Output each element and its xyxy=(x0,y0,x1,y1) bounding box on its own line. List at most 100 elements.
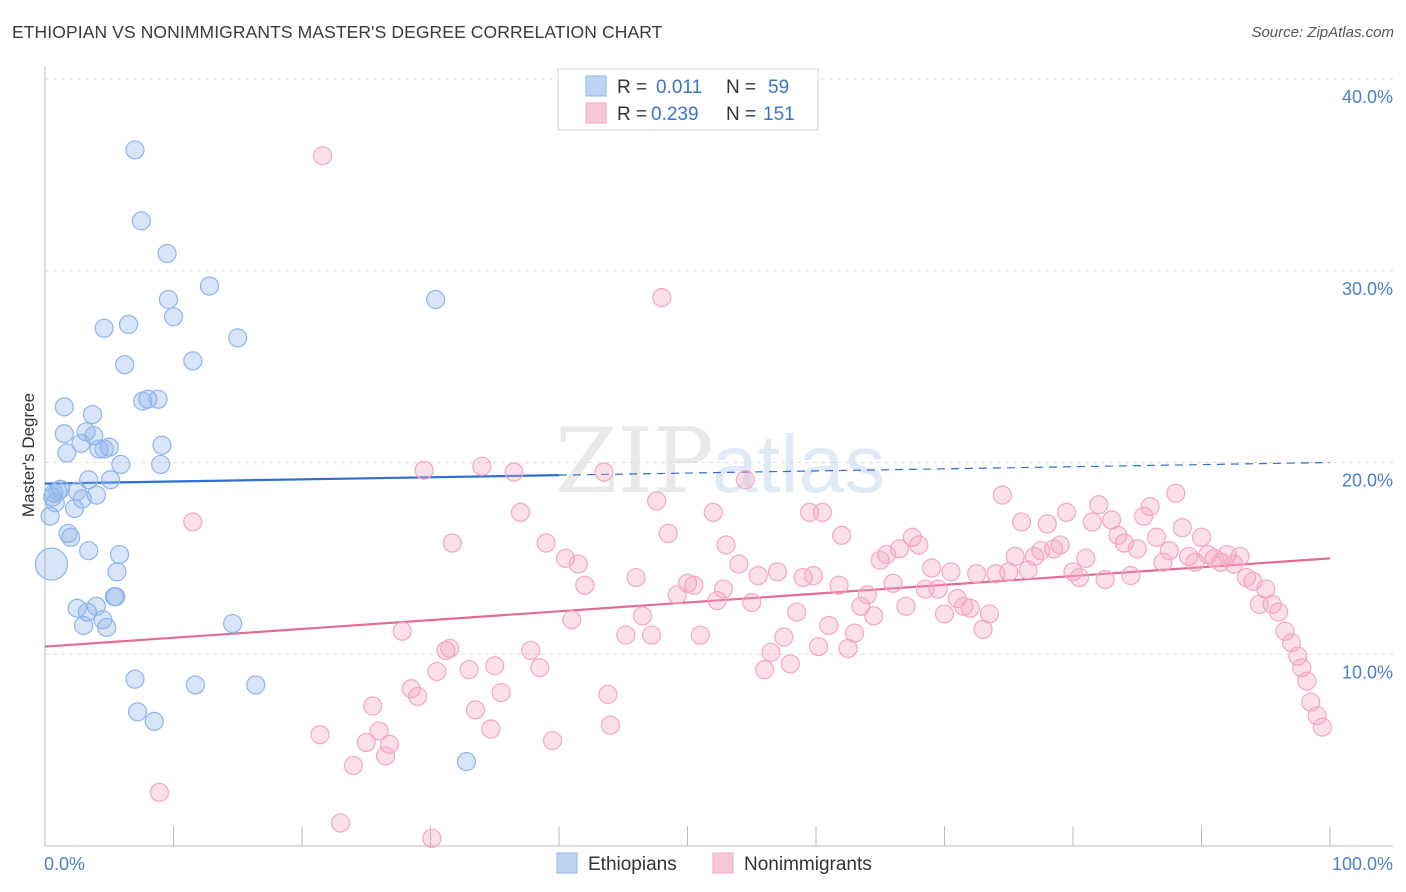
ethiopians-point-56 xyxy=(223,613,243,634)
nonimmigrants-point-58 xyxy=(754,659,775,680)
nonimmigrants-point-49 xyxy=(690,625,710,645)
ethiopians-point-6 xyxy=(50,479,71,499)
nonimmigrants-point-83 xyxy=(909,535,929,555)
ethiopians-trend-line xyxy=(44,474,560,485)
nonimmigrants-point-51 xyxy=(707,590,727,611)
nonimmigrants-point-71 xyxy=(832,525,852,545)
nonimmigrants-point-144 xyxy=(1297,671,1317,691)
ethiopians-point-42 xyxy=(127,702,148,722)
ethiopians-point-28 xyxy=(94,318,114,338)
ethiopians-point-16 xyxy=(72,489,92,509)
nonimmigrants-point-59 xyxy=(761,642,781,662)
ethiopians-point-39 xyxy=(118,314,139,335)
nonimmigrants-point-68 xyxy=(812,502,833,522)
y-axis-label: Master's Degree xyxy=(19,393,38,517)
ethiopians-point-13 xyxy=(67,598,87,618)
nonimmigrants-point-14 xyxy=(414,460,434,480)
nonimmigrants-point-124 xyxy=(1172,518,1192,538)
legend-swatch-nonimmigrants xyxy=(585,102,607,124)
nonimmigrants-point-16 xyxy=(427,661,447,682)
ethiopians-point-49 xyxy=(152,435,172,455)
ethiopians-point-37 xyxy=(111,454,131,475)
ethiopians-point-11 xyxy=(61,527,81,547)
nonimmigrants-point-74 xyxy=(851,596,871,616)
nonimmigrants-point-3 xyxy=(312,146,333,166)
legend-r-label-2: R = xyxy=(617,104,647,125)
nonimmigrants-point-50 xyxy=(703,502,723,522)
ethiopians-point-43 xyxy=(131,211,151,231)
nonimmigrants-point-31 xyxy=(542,730,563,751)
nonimmigrants-point-40 xyxy=(626,567,646,588)
nonimmigrants-point-0 xyxy=(149,782,169,802)
nonimmigrants-point-24 xyxy=(485,656,505,676)
nonimmigrants-point-118 xyxy=(1134,506,1154,526)
nonimmigrants-point-79 xyxy=(883,573,903,593)
legend-r-label-1: R = xyxy=(617,77,647,98)
nonimmigrants-point-62 xyxy=(780,654,800,674)
nonimmigrants-point-103 xyxy=(1037,514,1057,534)
legend-r-value-1: 0.011 xyxy=(656,77,702,98)
nonimmigrants-point-27 xyxy=(510,502,531,522)
nonimmigrants-point-25 xyxy=(491,682,511,703)
ethiopians-point-29 xyxy=(97,617,117,638)
ethiopians-point-57 xyxy=(228,328,248,348)
nonimmigrants-point-133 xyxy=(1230,546,1250,567)
nonimmigrants-trend-line xyxy=(44,557,1331,648)
x-tick-label-start: 0.0% xyxy=(44,854,85,874)
nonimmigrants-point-54 xyxy=(729,554,749,574)
y-tick-label-30: 30.0% xyxy=(1342,279,1393,299)
ethiopians-point-21 xyxy=(79,541,99,561)
ethiopians-point-53 xyxy=(183,351,203,371)
legend-n-label-2: N = xyxy=(726,104,756,125)
nonimmigrants-point-39 xyxy=(616,625,636,645)
nonimmigrants-point-98 xyxy=(1005,546,1025,567)
nonimmigrants-point-18 xyxy=(440,638,460,659)
nonimmigrants-point-109 xyxy=(1076,548,1096,568)
nonimmigrants-point-26 xyxy=(504,462,524,482)
nonimmigrants-point-69 xyxy=(819,615,839,636)
y-tick-label-40: 40.0% xyxy=(1342,87,1393,107)
ethiopians-point-60 xyxy=(456,752,477,772)
x-tick-label-end: 100.0% xyxy=(1332,854,1393,874)
nonimmigrants-point-11 xyxy=(392,621,412,641)
bottom-legend-swatch-nonimmigrants xyxy=(712,852,734,874)
nonimmigrants-point-36 xyxy=(594,462,614,482)
watermark: ZIP atlas xyxy=(555,409,885,514)
nonimmigrants-point-85 xyxy=(922,558,942,578)
nonimmigrants-point-139 xyxy=(1268,602,1289,622)
nonimmigrants-point-96 xyxy=(992,485,1012,505)
nonimmigrants-point-34 xyxy=(568,554,588,574)
nonimmigrants-point-86 xyxy=(928,579,948,599)
ethiopians-point-36 xyxy=(109,544,130,565)
nonimmigrants-point-67 xyxy=(808,636,829,657)
nonimmigrants-point-127 xyxy=(1191,527,1212,547)
nonimmigrants-point-112 xyxy=(1095,569,1115,590)
nonimmigrants-point-70 xyxy=(829,575,849,595)
ethiopians-point-38 xyxy=(115,355,135,375)
ethiopians-trend-line-extension xyxy=(558,461,1331,476)
ethiopians-point-22 xyxy=(82,404,103,425)
ethiopians-point-20 xyxy=(79,470,99,490)
legend-n-value-2: 151 xyxy=(763,104,795,125)
nonimmigrants-point-30 xyxy=(536,533,556,553)
source-label: Source: ZipAtlas.com xyxy=(1251,24,1394,41)
ethiopians-point-35 xyxy=(107,562,127,582)
nonimmigrants-point-52 xyxy=(713,579,734,599)
axes xyxy=(44,66,1393,847)
ethiopians-point-51 xyxy=(158,289,178,310)
nonimmigrants-point-29 xyxy=(530,658,550,678)
nonimmigrants-point-122 xyxy=(1159,541,1179,561)
nonimmigrants-point-88 xyxy=(941,562,961,582)
nonimmigrants-point-105 xyxy=(1050,535,1070,555)
stats-legend: R = 0.011 N = 59 R = 0.239 N = 151 xyxy=(557,68,819,131)
ethiopians-point-32 xyxy=(100,470,121,490)
nonimmigrants-point-48 xyxy=(684,575,704,595)
tick-labels: 10.0% 20.0% 30.0% 40.0% 0.0% 100.0% xyxy=(44,87,1393,874)
legend-r-value-2: 0.239 xyxy=(651,104,699,125)
nonimmigrants-point-91 xyxy=(960,598,980,618)
nonimmigrants-point-43 xyxy=(647,491,667,511)
nonimmigrants-point-76 xyxy=(864,606,884,626)
nonimmigrants-point-138 xyxy=(1262,594,1282,614)
nonimmigrants-point-53 xyxy=(716,535,736,555)
nonimmigrants-point-6 xyxy=(356,732,376,753)
